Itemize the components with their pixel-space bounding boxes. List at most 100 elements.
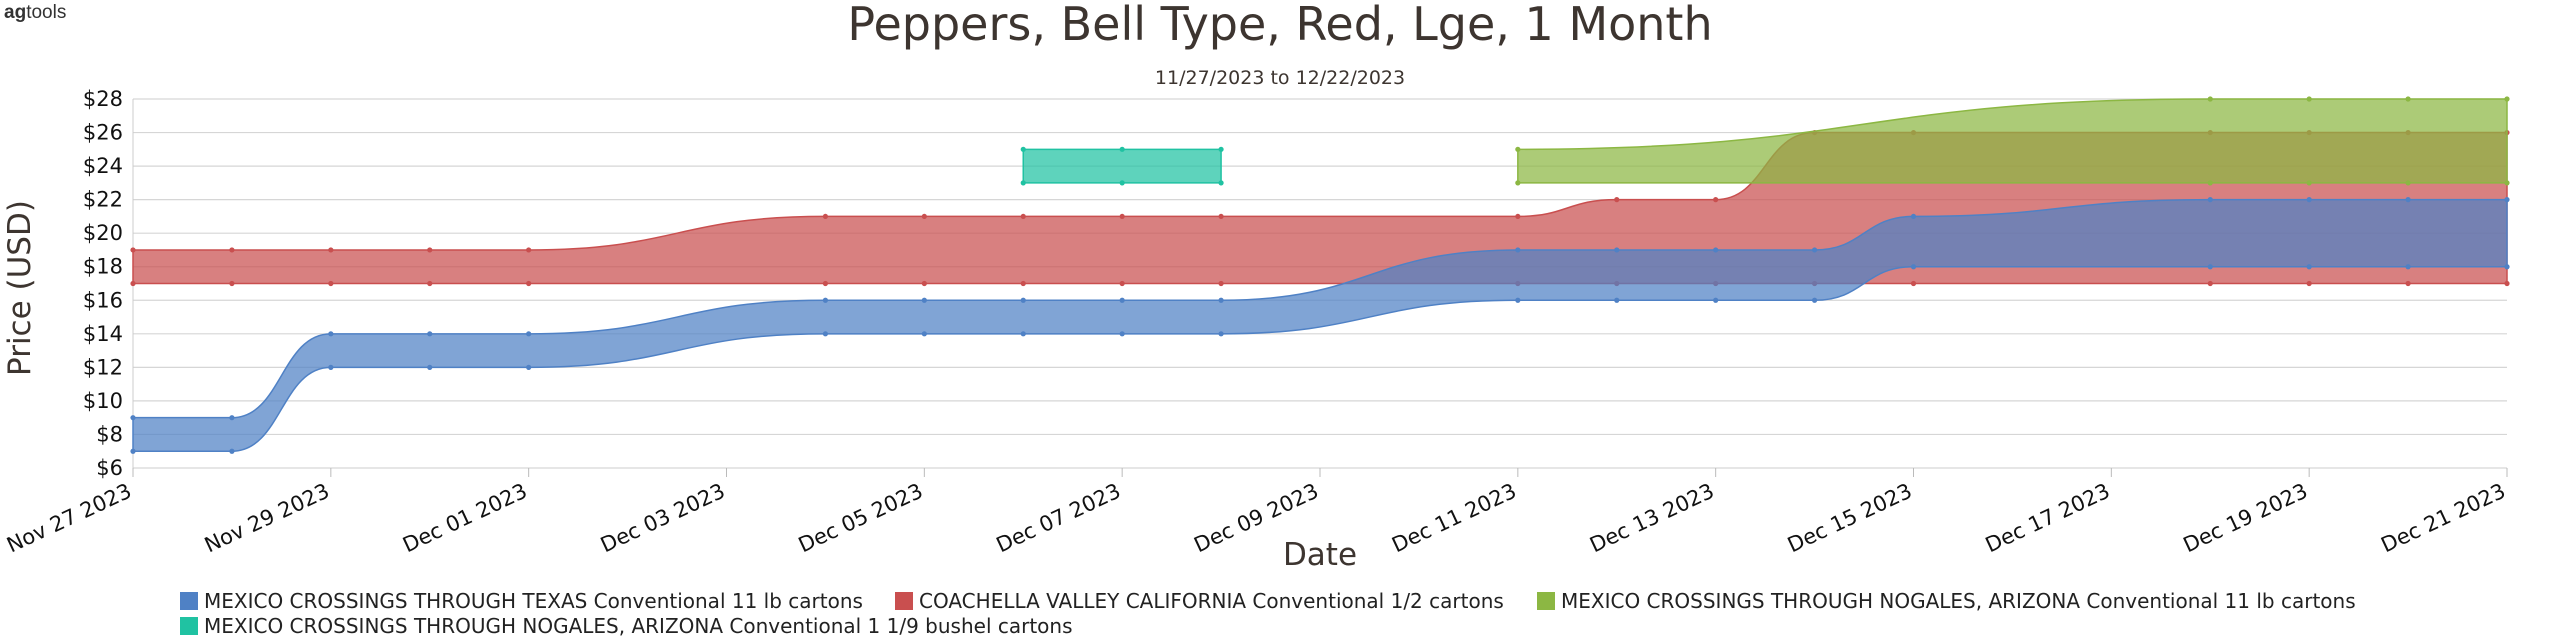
low-point xyxy=(1713,297,1719,303)
low-point xyxy=(130,448,136,454)
y-tick-label: $6 xyxy=(96,456,123,480)
high-point xyxy=(526,331,532,337)
low-point xyxy=(822,331,829,337)
low-point xyxy=(2405,264,2411,270)
high-point xyxy=(1119,297,1125,303)
x-tick-label: Dec 21 2023 xyxy=(2377,479,2509,557)
x-tick-label: Dec 03 2023 xyxy=(597,479,729,557)
legend-entry[interactable]: MEXICO CROSSINGS THROUGH NOGALES, ARIZON… xyxy=(1561,589,2356,613)
low-point xyxy=(2504,180,2510,186)
x-tick-label: Dec 01 2023 xyxy=(399,479,531,557)
high-point xyxy=(1020,146,1026,152)
y-tick-label: $22 xyxy=(83,188,123,212)
low-point xyxy=(1119,280,1125,287)
x-tick-label: Dec 11 2023 xyxy=(1388,479,1520,557)
high-point xyxy=(2405,197,2411,203)
high-point xyxy=(427,247,433,253)
low-point xyxy=(2306,280,2312,287)
low-point xyxy=(526,364,532,370)
high-point xyxy=(921,297,927,303)
x-tick-label: Dec 19 2023 xyxy=(2180,479,2312,557)
y-tick-label: $28 xyxy=(83,87,123,111)
legend-entry[interactable]: MEXICO CROSSINGS THROUGH NOGALES, ARIZON… xyxy=(204,614,1073,638)
high-point xyxy=(1515,213,1521,220)
legend-swatch xyxy=(895,592,913,610)
high-point xyxy=(1614,247,1620,253)
y-tick-label: $24 xyxy=(83,154,123,178)
y-axis-title: Price (USD) xyxy=(2,200,38,376)
low-point xyxy=(1515,297,1521,303)
low-point xyxy=(822,280,829,287)
low-point xyxy=(1119,180,1125,186)
high-point xyxy=(1811,247,1818,253)
x-tick-label: Dec 13 2023 xyxy=(1586,479,1718,557)
high-point xyxy=(2504,96,2510,102)
x-tick-label: Dec 15 2023 xyxy=(1784,479,1916,557)
x-tick-label: Dec 07 2023 xyxy=(993,479,1125,557)
legend-swatch xyxy=(180,592,198,610)
low-point xyxy=(229,448,235,454)
y-tick-label: $10 xyxy=(83,389,123,413)
high-point xyxy=(328,247,334,253)
legend-entry[interactable]: COACHELLA VALLEY CALIFORNIA Conventional… xyxy=(919,589,1504,613)
low-point xyxy=(921,280,927,287)
low-point xyxy=(2504,280,2510,287)
high-point xyxy=(2207,197,2213,203)
high-point xyxy=(1119,146,1125,152)
series-area xyxy=(1517,98,2508,184)
high-point xyxy=(130,415,136,421)
y-tick-label: $16 xyxy=(83,288,123,312)
low-point xyxy=(526,280,532,287)
low-point xyxy=(1910,264,1917,270)
agtools-logo: agtools xyxy=(4,2,66,24)
high-point xyxy=(822,213,829,220)
low-point xyxy=(1614,297,1620,303)
low-point xyxy=(2306,264,2312,270)
x-axis: Nov 27 2023 Nov 29 2023 Dec 01 2023 Dec 03 … xyxy=(3,468,2509,557)
high-point xyxy=(1515,146,1521,152)
high-point xyxy=(2306,96,2312,102)
high-point xyxy=(526,247,532,253)
low-point xyxy=(328,280,334,287)
low-point xyxy=(427,280,433,287)
low-point xyxy=(2504,264,2510,270)
legend: MEXICO CROSSINGS THROUGH TEXAS Conventio… xyxy=(180,589,2356,638)
high-point xyxy=(229,415,235,421)
low-point xyxy=(1218,280,1224,287)
high-point xyxy=(1119,213,1125,220)
high-point xyxy=(229,247,235,253)
high-point xyxy=(2306,197,2312,203)
x-tick-label: Nov 27 2023 xyxy=(3,479,135,558)
high-point xyxy=(1020,297,1026,303)
legend-swatch xyxy=(1537,592,1555,610)
x-tick-label: Dec 05 2023 xyxy=(795,479,927,557)
high-point xyxy=(822,297,829,303)
chart-subtitle: 11/27/2023 to 12/22/2023 xyxy=(1155,67,1405,89)
series-area xyxy=(1022,148,1222,184)
low-point xyxy=(328,364,334,370)
high-point xyxy=(1713,247,1719,253)
high-point xyxy=(2405,96,2411,102)
high-point xyxy=(1020,213,1026,220)
low-point xyxy=(229,280,235,287)
low-point xyxy=(921,331,927,337)
low-point xyxy=(1910,280,1917,287)
high-point xyxy=(1218,146,1224,152)
x-tick-label: Dec 17 2023 xyxy=(1982,479,2114,557)
low-point xyxy=(2405,180,2411,186)
high-point xyxy=(130,247,136,253)
legend-entry[interactable]: MEXICO CROSSINGS THROUGH TEXAS Conventio… xyxy=(204,589,863,613)
x-axis-title: Date xyxy=(1283,537,1357,573)
high-point xyxy=(2207,96,2213,102)
x-tick-label: Nov 29 2023 xyxy=(201,479,333,558)
y-tick-label: $18 xyxy=(83,255,123,279)
low-point xyxy=(2405,280,2411,287)
high-point xyxy=(328,331,334,337)
low-point xyxy=(2207,280,2213,287)
high-point xyxy=(1614,197,1620,203)
y-tick-label: $8 xyxy=(96,422,123,446)
low-point xyxy=(2207,264,2213,270)
high-point xyxy=(921,213,927,220)
chart-title: Peppers, Bell Type, Red, Lge, 1 Month xyxy=(847,0,1712,51)
